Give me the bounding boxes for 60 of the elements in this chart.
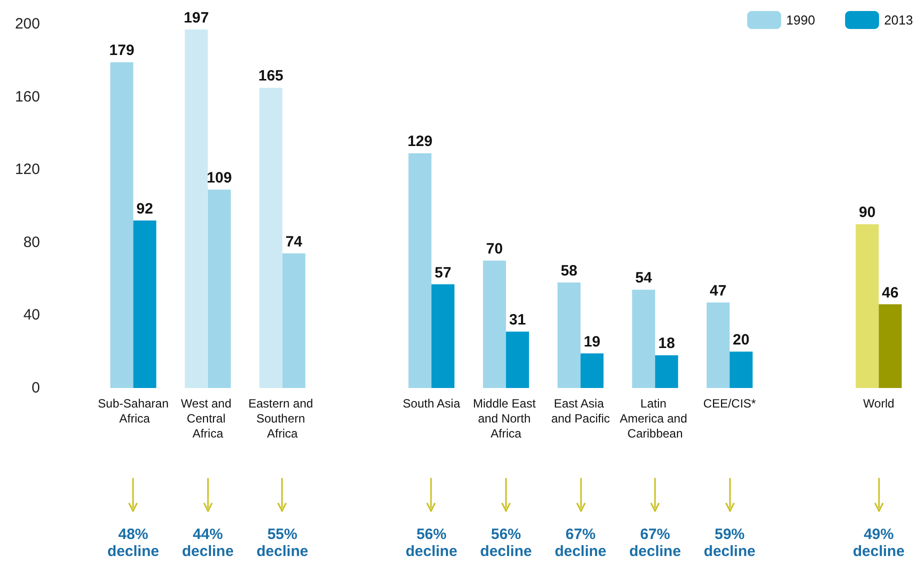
data-label: 58	[560, 262, 578, 280]
text: 67% decline	[628, 526, 682, 560]
x-tick-label: West and Central Africa	[180, 396, 235, 440]
bar	[856, 224, 879, 388]
bar	[483, 260, 506, 388]
bar	[259, 88, 282, 388]
bar	[580, 353, 604, 388]
x-tick-label: Middle East and North Africa	[472, 396, 540, 440]
data-label: 70	[486, 240, 503, 258]
data-label: 20	[732, 332, 750, 349]
legend-label: 2013	[884, 12, 913, 28]
bar	[558, 282, 581, 388]
data-label: 109	[206, 170, 232, 187]
data-label: 19	[584, 333, 600, 350]
data-label: 197	[184, 9, 209, 26]
bar	[110, 62, 134, 388]
text: 48% decline	[106, 526, 160, 560]
legend-label: 1990	[786, 12, 816, 28]
bar	[408, 153, 432, 388]
bar	[655, 355, 678, 388]
bar	[506, 332, 529, 388]
text: 44% decline	[180, 526, 235, 560]
y-tick-label: 160	[14, 88, 40, 106]
x-tick-label: South Asia	[402, 396, 460, 410]
y-tick-label: 120	[14, 161, 40, 178]
x-tick-label: Sub-Saharan Africa	[98, 396, 169, 426]
data-label: 47	[710, 282, 726, 300]
bar	[632, 290, 656, 388]
bar	[706, 302, 730, 388]
data-label: 74	[286, 233, 303, 250]
data-label: 57	[434, 264, 452, 282]
y-tick-label: 40	[23, 306, 40, 324]
bar	[730, 352, 753, 388]
text: 55% decline	[256, 526, 310, 560]
data-label: 165	[258, 68, 284, 85]
x-tick-label: World	[863, 396, 894, 410]
data-label: 90	[858, 204, 876, 222]
x-tick-label: Latin America and Caribbean	[620, 396, 690, 440]
data-label: 18	[658, 335, 675, 352]
data-label: 54	[635, 270, 653, 287]
y-tick-label: 80	[23, 234, 40, 251]
text: 49% decline	[852, 526, 906, 560]
x-tick-label: CEE/CIS*	[703, 396, 756, 410]
data-label: 179	[109, 42, 134, 60]
bar	[133, 220, 156, 388]
text: 56% decline	[479, 526, 533, 560]
y-tick-label: 0	[32, 380, 40, 396]
bar	[184, 29, 208, 388]
data-label: 31	[509, 312, 526, 329]
data-label: 46	[882, 284, 899, 302]
text: 56% decline	[404, 526, 458, 560]
data-label: 92	[136, 200, 154, 218]
y-tick-label: 200	[14, 16, 40, 32]
bar	[431, 284, 454, 388]
bar	[878, 304, 902, 388]
x-tick-label: Eastern and Southern Africa	[248, 396, 316, 440]
text: 59% decline	[702, 526, 756, 560]
data-label: 129	[407, 133, 432, 150]
x-tick-label: East Asia and Pacific	[551, 396, 610, 426]
text: 67% decline	[554, 526, 608, 560]
